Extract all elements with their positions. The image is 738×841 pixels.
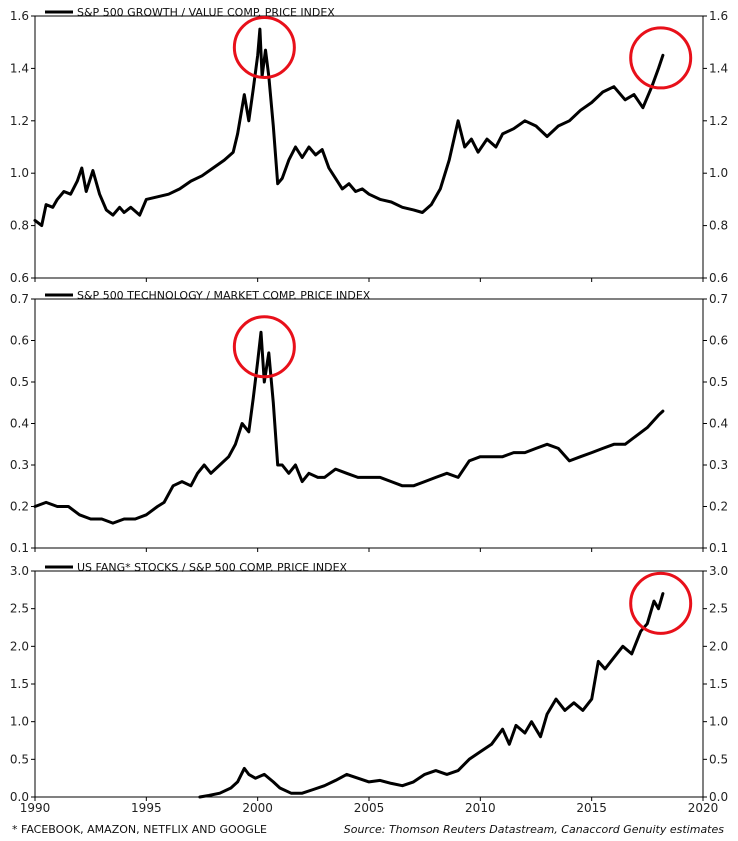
plot-frame	[34, 298, 704, 549]
y-tick-label-left: 1.6	[10, 9, 29, 23]
legend-label: S&P 500 TECHNOLOGY / MARKET COMP. PRICE …	[77, 289, 371, 302]
x-tick-label: 2015	[576, 801, 607, 815]
y-tick-label-right: 1.2	[709, 114, 728, 128]
y-tick-label-left: 2.0	[10, 639, 29, 653]
y-tick-label-right: 0.5	[709, 752, 728, 766]
y-tick-label-right: 0.3	[709, 458, 728, 472]
chart-panel-2: 0.1 0.1 0.2 0.2 0.3 0.3 0.4 0.4 0.5 0.5 0.6 0.6 0.7 0…	[10, 289, 728, 555]
y-tick-label-left: 0.5	[10, 375, 29, 389]
highlight-circle	[232, 15, 296, 79]
source-note: Source: Thomson Reuters Datastream, Cana…	[343, 823, 724, 836]
y-tick-label-left: 1.0	[10, 715, 29, 729]
y-tick-label-right: 1.6	[709, 9, 728, 23]
y-tick-label-left: 0.0	[10, 790, 29, 804]
series-line	[198, 592, 665, 799]
plot-frame	[34, 570, 704, 798]
y-tick-label-left: 0.2	[10, 500, 29, 514]
highlight-circle	[629, 26, 693, 90]
footnote: * FACEBOOK, AMAZON, NETFLIX AND GOOGLE	[12, 823, 267, 836]
y-tick-label-right: 1.5	[709, 677, 728, 691]
y-tick-label-right: 0.6	[709, 334, 728, 348]
y-tick-label-left: 1.2	[10, 114, 29, 128]
highlight-circle	[232, 315, 296, 379]
legend-label: S&P 500 GROWTH / VALUE COMP. PRICE INDEX	[77, 6, 335, 19]
y-tick-label-left: 2.5	[10, 602, 29, 616]
y-tick-label-right: 1.0	[709, 166, 728, 180]
y-tick-label-left: 0.7	[10, 292, 29, 306]
y-tick-label-left: 1.0	[10, 166, 29, 180]
y-tick-label-left: 0.8	[10, 219, 29, 233]
y-tick-label-left: 0.4	[10, 417, 29, 431]
x-tick-label: 2010	[465, 801, 496, 815]
y-tick-label-left: 1.4	[10, 61, 29, 75]
y-tick-label-left: 3.0	[10, 564, 29, 578]
y-tick-label-left: 1.5	[10, 677, 29, 691]
y-tick-label-left: 0.6	[10, 271, 29, 285]
y-tick-label-right: 0.7	[709, 292, 728, 306]
y-tick-label-right: 1.0	[709, 715, 728, 729]
y-tick-label-right: 0.5	[709, 375, 728, 389]
series-line	[33, 330, 665, 525]
y-tick-label-right: 3.0	[709, 564, 728, 578]
y-tick-label-right: 2.0	[709, 639, 728, 653]
y-tick-label-right: 2.5	[709, 602, 728, 616]
y-tick-label-left: 0.5	[10, 752, 29, 766]
y-tick-label-right: 0.6	[709, 271, 728, 285]
y-tick-label-left: 0.3	[10, 458, 29, 472]
chart-panel-1: 0.6 0.6 0.8 0.8 1.0 1.0 1.2 1.2 1.4 1.4 1.6 1.6 S&P …	[10, 6, 728, 285]
y-tick-label-right: 0.0	[709, 790, 728, 804]
legend-label: US FANG* STOCKS / S&P 500 COMP. PRICE IN…	[77, 561, 348, 574]
y-tick-label-right: 0.1	[709, 541, 728, 555]
x-tick-label: 1990	[20, 801, 51, 815]
x-tick-label: 2020	[688, 801, 719, 815]
x-tick-label: 1995	[131, 801, 162, 815]
highlight-circle	[629, 571, 693, 635]
y-tick-label-right: 0.2	[709, 500, 728, 514]
y-tick-label-right: 0.4	[709, 417, 728, 431]
y-tick-label-left: 0.6	[10, 334, 29, 348]
y-tick-label-left: 0.1	[10, 541, 29, 555]
y-tick-label-right: 1.4	[709, 61, 728, 75]
x-tick-label: 2005	[354, 801, 385, 815]
plot-frame	[34, 15, 704, 279]
x-tick-label: 2000	[242, 801, 273, 815]
y-tick-label-right: 0.8	[709, 219, 728, 233]
chart-panel-3: 0.0 0.0 0.5 0.5 1.0 1.0 1.5 1.5 2.0 2.0 2.5 2.5 3.0 3…	[10, 561, 728, 815]
series-line	[33, 27, 665, 228]
